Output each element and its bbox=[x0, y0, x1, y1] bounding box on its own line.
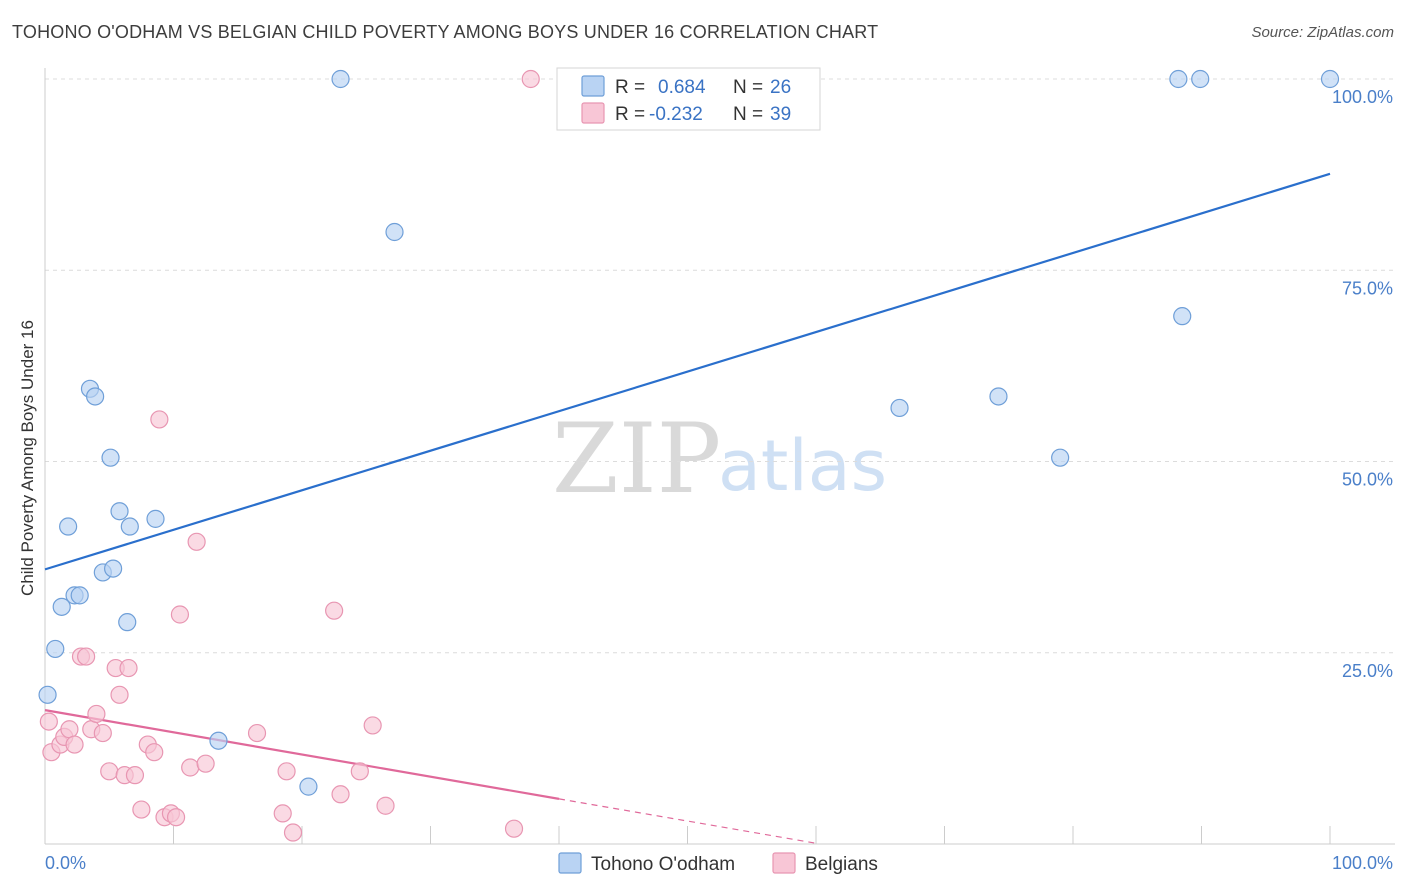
belgian-point bbox=[376, 796, 395, 815]
bottom-legend-label-belgians: Belgians bbox=[805, 854, 878, 875]
belgian-point bbox=[145, 743, 164, 762]
belgian-point bbox=[132, 800, 151, 819]
legend: R = 0.684 N = 26 R = -0.232 N = 39 bbox=[556, 67, 821, 131]
x-tick-label: 100.0% bbox=[1332, 853, 1393, 873]
tohono-point bbox=[70, 586, 89, 605]
tohono-point bbox=[299, 777, 318, 796]
bottom-legend-label-tohono: Tohono O'odham bbox=[591, 854, 735, 875]
belgian-point bbox=[166, 808, 186, 827]
belgian-point bbox=[100, 762, 119, 781]
belgian-point bbox=[196, 754, 215, 773]
tohono-point bbox=[1191, 69, 1210, 89]
belgian-point bbox=[521, 69, 540, 89]
belgian-point bbox=[181, 758, 200, 777]
belgian-point bbox=[187, 532, 206, 551]
belgian-point bbox=[325, 601, 344, 620]
tohono-point bbox=[46, 639, 65, 659]
tohono-point bbox=[1173, 307, 1192, 326]
belgian-point bbox=[247, 723, 267, 743]
legend-swatch-tohono bbox=[581, 75, 605, 97]
belgian-point bbox=[39, 712, 58, 731]
belgian-point bbox=[87, 704, 106, 724]
bottom-legend-swatch-tohono bbox=[558, 852, 582, 874]
tohono-point bbox=[209, 731, 228, 750]
legend-n-value-1: 26 bbox=[770, 77, 791, 98]
belgian-point bbox=[77, 647, 96, 666]
belgian-point bbox=[277, 762, 296, 781]
y-tick-label: 50.0% bbox=[1342, 470, 1393, 490]
tohono-point bbox=[1320, 69, 1340, 89]
tohono-point bbox=[1051, 448, 1070, 467]
tohono-point bbox=[385, 222, 404, 242]
belgian-point bbox=[363, 716, 382, 735]
y-axis-label: Child Poverty Among Boys Under 16 bbox=[18, 320, 37, 596]
tohono-point bbox=[989, 387, 1008, 406]
watermark-atlas: atlas bbox=[718, 425, 887, 507]
y-tick-label: 25.0% bbox=[1342, 661, 1393, 681]
tohono-point bbox=[110, 502, 129, 521]
legend-r-value-2: -0.232 bbox=[649, 104, 703, 125]
belgian-point bbox=[125, 766, 145, 785]
belgian-point bbox=[331, 785, 350, 804]
tohono-point bbox=[890, 398, 909, 418]
tohono-point bbox=[86, 387, 105, 406]
legend-r-label-2: R = bbox=[615, 104, 645, 125]
tohono-point bbox=[52, 597, 71, 616]
tohono-point bbox=[38, 685, 57, 704]
tohono-point bbox=[118, 613, 137, 632]
belgian-point bbox=[150, 410, 169, 429]
legend-n-label-2: N = bbox=[733, 104, 763, 125]
source-credit: Source: ZipAtlas.com bbox=[1251, 24, 1394, 41]
y-tick-label: 100.0% bbox=[1332, 87, 1393, 107]
bottom-legend: Tohono O'odham Belgians bbox=[558, 852, 878, 875]
belgian-point bbox=[350, 762, 369, 781]
trend-line-tohono bbox=[44, 172, 1331, 571]
belgian-point bbox=[60, 720, 79, 739]
watermark-zip: ZIP bbox=[552, 403, 721, 515]
belgian-point bbox=[273, 804, 292, 823]
tohono-point bbox=[101, 448, 120, 467]
legend-r-value-1: 0.684 bbox=[658, 77, 706, 98]
tohono-point bbox=[59, 517, 78, 536]
tohono-point bbox=[146, 509, 165, 528]
belgian-point bbox=[504, 819, 524, 838]
trend-line-belgians bbox=[44, 709, 560, 800]
belgian-point bbox=[93, 723, 112, 743]
belgian-point bbox=[170, 605, 190, 624]
legend-n-value-2: 39 bbox=[770, 104, 791, 125]
belgian-point bbox=[283, 823, 303, 842]
tohono-point bbox=[120, 517, 139, 536]
bottom-legend-swatch-belgians bbox=[772, 852, 796, 874]
x-tick-label: 0.0% bbox=[45, 853, 86, 873]
y-tick-label: 75.0% bbox=[1342, 278, 1393, 298]
tohono-point bbox=[104, 559, 123, 578]
legend-swatch-belgians bbox=[581, 102, 605, 124]
tohono-point bbox=[331, 69, 350, 89]
belgian-point bbox=[119, 658, 138, 678]
belgian-point bbox=[110, 685, 129, 704]
chart-title: TOHONO O'ODHAM VS BELGIAN CHILD POVERTY … bbox=[12, 22, 879, 42]
tohono-point bbox=[1169, 69, 1188, 89]
legend-r-label-1: R = bbox=[615, 77, 645, 98]
legend-n-label-1: N = bbox=[733, 77, 763, 98]
belgian-point bbox=[65, 735, 84, 754]
